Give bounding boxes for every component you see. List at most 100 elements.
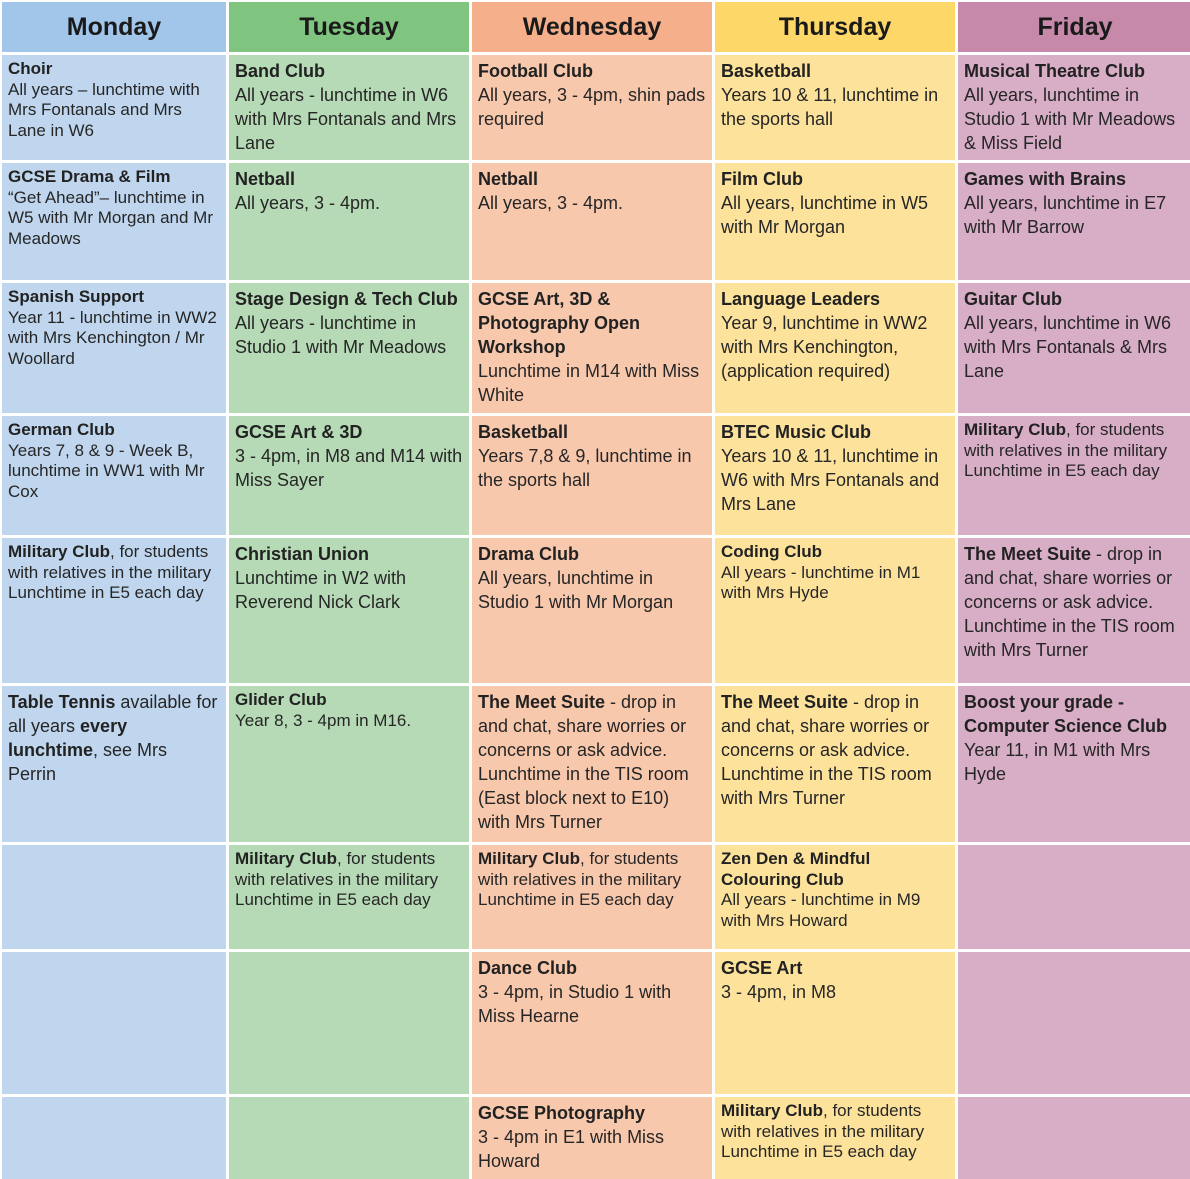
club-details: All years, lunchtime in Studio 1 with Mr… [964,85,1176,153]
club-title: Table Tennis [8,692,116,712]
club-details: Lunchtime in E5 each day [721,1142,917,1161]
club-details: Lunchtime in the TIS room (East block ne… [478,764,689,832]
tuesday-club-band: Band Club All years - lunchtime in W6 wi… [229,55,469,160]
tuesday-club-stage-design: Stage Design & Tech Club All years - lun… [229,283,469,413]
club-title: Netball [235,169,296,189]
friday-club-games-with-brains: Games with Brains All years, lunchtime i… [958,163,1190,280]
club-title: Basketball [721,61,812,81]
club-title: Netball [478,169,539,189]
club-title: Coding Club [721,542,823,561]
club-details: 3 - 4pm, in M8 and M14 with Miss Sayer [235,446,463,490]
thursday-club-gcse-art: GCSE Art 3 - 4pm, in M8 [715,952,955,1094]
club-details: All years, 3 - 4pm. [235,193,381,213]
club-title: Dance Club [478,958,578,978]
club-details: Year 9, lunchtime in WW2 with Mrs Kenchi… [721,313,928,381]
club-details: Lunchtime in M14 with Miss White [478,361,700,405]
club-title: Basketball [478,422,569,442]
club-note: - drop in and chat, share worries or con… [721,692,930,760]
club-details: All years - lunchtime in W6 with Mrs Fon… [235,85,457,153]
club-title: Zen Den & Mindful Colouring Club [721,849,871,889]
thursday-club-film: Film Club All years, lunchtime in W5 wit… [715,163,955,280]
club-title: GCSE Art & 3D [235,422,363,442]
thursday-club-military: Military Club, for students with relativ… [715,1097,955,1179]
header-thursday: Thursday [715,2,955,52]
tuesday-club-christian-union: Christian Union Lunchtime in W2 with Rev… [229,538,469,683]
club-details: Lunchtime in E5 each day [478,890,674,909]
monday-club-table-tennis: Table Tennis available for all years eve… [2,686,226,842]
thursday-club-meet-suite: The Meet Suite - drop in and chat, share… [715,686,955,842]
club-title: Football Club [478,61,593,81]
club-note: available for all years [8,692,218,736]
club-note: , for students with relatives in the mil… [964,420,1168,460]
club-title: Choir [8,59,53,78]
club-note: , for students with relatives in the mil… [8,542,212,582]
club-details: Years 7,8 & 9, lunchtime in the sports h… [478,446,692,490]
header-friday: Friday [958,2,1190,52]
friday-empty-cell [958,952,1190,1094]
header-tuesday: Tuesday [229,2,469,52]
club-title: Film Club [721,169,803,189]
club-details: 3 - 4pm in E1 with Miss Howard [478,1127,665,1171]
tuesday-club-military: Military Club, for students with relativ… [229,845,469,949]
friday-club-meet-suite: The Meet Suite - drop in and chat, share… [958,538,1190,683]
club-title: Spanish Support [8,287,144,306]
thursday-club-language-leaders: Language Leaders Year 9, lunchtime in WW… [715,283,955,413]
monday-club-choir: Choir All years – lunchtime with Mrs Fon… [2,55,226,160]
club-title: Military Club [964,420,1067,439]
club-title: BTEC Music Club [721,422,872,442]
friday-empty-cell [958,845,1190,949]
thursday-club-zen-den: Zen Den & Mindful Colouring Club All yea… [715,845,955,949]
club-note: - drop in and chat, share worries or con… [964,544,1173,612]
friday-club-guitar: Guitar Club All years, lunchtime in W6 w… [958,283,1190,413]
club-details: All years, 3 - 4pm. [478,193,624,213]
club-title: Boost your grade - Computer Science Club [964,692,1168,736]
club-title: Christian Union [235,544,369,564]
club-details: Lunchtime in E5 each day [964,461,1160,480]
club-details: Year 11 - lunchtime in WW2 with Mrs Kenc… [8,307,217,368]
wednesday-club-drama: Drama Club All years, lunchtime in Studi… [472,538,712,683]
wednesday-club-football: Football Club All years, 3 - 4pm, shin p… [472,55,712,160]
header-wednesday: Wednesday [472,2,712,52]
thursday-club-btec-music: BTEC Music Club Years 10 & 11, lunchtime… [715,416,955,535]
club-title: Military Club [8,542,111,561]
tuesday-empty-cell [229,952,469,1094]
monday-empty-cell [2,845,226,949]
club-title: Musical Theatre Club [964,61,1146,81]
club-details: All years, lunchtime in W6 with Mrs Font… [964,313,1172,381]
club-details: Lunchtime in E5 each day [235,890,431,909]
club-note-emphasis: every lunchtime [8,716,128,760]
club-details: 3 - 4pm, in Studio 1 with Miss Hearne [478,982,672,1026]
club-details: All years - lunchtime in M9 with Mrs How… [721,890,921,930]
tuesday-club-glider: Glider Club Year 8, 3 - 4pm in M16. [229,686,469,842]
club-title: GCSE Drama & Film [8,167,171,186]
wednesday-club-basketball: Basketball Years 7,8 & 9, lunchtime in t… [472,416,712,535]
friday-club-boost-your-grade: Boost your grade - Computer Science Club… [958,686,1190,842]
club-details: Years 7, 8 & 9 - Week B, lunchtime in WW… [8,440,205,501]
club-title: Glider Club [235,690,327,709]
monday-club-spanish-support: Spanish Support Year 11 - lunchtime in W… [2,283,226,413]
club-title: GCSE Art [721,958,803,978]
tuesday-club-gcse-art-3d: GCSE Art & 3D 3 - 4pm, in M8 and M14 wit… [229,416,469,535]
wednesday-club-dance: Dance Club 3 - 4pm, in Studio 1 with Mis… [472,952,712,1094]
club-title: Military Club [478,849,581,868]
thursday-club-coding: Coding Club All years - lunchtime in M1 … [715,538,955,683]
club-note: , see Mrs Perrin [8,740,168,784]
club-title: Games with Brains [964,169,1127,189]
club-title: Drama Club [478,544,580,564]
club-title: Language Leaders [721,289,881,309]
club-title: GCSE Art, 3D & Photography Open Workshop [478,289,640,357]
club-note: , for students with relatives in the mil… [235,849,439,889]
friday-club-military: Military Club, for students with relativ… [958,416,1190,535]
club-details: All years, lunchtime in Studio 1 with Mr… [478,568,674,612]
monday-empty-cell [2,952,226,1094]
tuesday-empty-cell [229,1097,469,1179]
club-details: Year 11, in M1 with Mrs Hyde [964,740,1151,784]
club-title: Stage Design & Tech Club [235,289,458,309]
club-details: All years, lunchtime in W5 with Mr Morga… [721,193,929,237]
wednesday-club-netball: Netball All years, 3 - 4pm. [472,163,712,280]
club-details: Lunchtime in the TIS room with Mrs Turne… [721,764,932,808]
wednesday-club-gcse-photography: GCSE Photography 3 - 4pm in E1 with Miss… [472,1097,712,1179]
monday-club-military: Military Club, for students with relativ… [2,538,226,683]
monday-club-german: German Club Years 7, 8 & 9 - Week B, lun… [2,416,226,535]
